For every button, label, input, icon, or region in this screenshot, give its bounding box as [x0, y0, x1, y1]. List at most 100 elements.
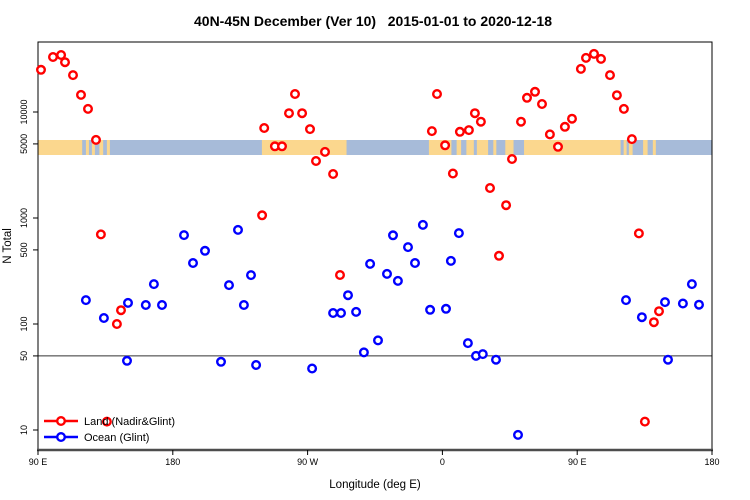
band-land-segment [652, 140, 656, 155]
band-land-segment [85, 140, 89, 155]
data-point-ocean [660, 297, 671, 308]
data-point-ocean [140, 300, 151, 311]
band-land-segment [643, 140, 648, 155]
data-point-land [440, 140, 451, 151]
data-point-ocean [98, 313, 109, 324]
legend-label-ocean: Ocean (Glint) [84, 432, 149, 444]
data-point-ocean [410, 258, 421, 269]
data-point-land [485, 182, 496, 193]
data-point-land [257, 210, 268, 221]
data-point-ocean [425, 304, 436, 315]
data-point-ocean [358, 347, 369, 358]
data-point-land [494, 250, 505, 261]
data-point-ocean [148, 279, 159, 290]
data-point-land [290, 88, 301, 99]
legend-label-land: Land (Nadir&Glint) [84, 416, 175, 428]
band-land-segment [476, 140, 489, 155]
data-point-land [297, 108, 308, 119]
data-point-ocean [677, 298, 688, 309]
band-land-segment [628, 140, 633, 155]
data-point-land [115, 305, 126, 316]
data-point-ocean [251, 360, 262, 371]
data-point-land [611, 90, 622, 101]
data-point-land [48, 52, 59, 63]
data-point-land [284, 108, 295, 119]
data-point-land [516, 116, 527, 127]
data-point-land [335, 270, 346, 281]
data-point-ocean [403, 242, 414, 253]
y-tick-label: 50 [19, 351, 29, 361]
data-point-land [432, 88, 443, 99]
y-tick-label: 10000 [19, 99, 29, 124]
data-point-ocean [215, 356, 226, 367]
data-point-land [277, 141, 288, 152]
band-land-segment [91, 140, 95, 155]
data-point-ocean [392, 275, 403, 286]
y-tick-label: 5000 [19, 134, 29, 154]
data-point-ocean [694, 299, 705, 310]
data-point-land [618, 103, 629, 114]
data-point-ocean [365, 258, 376, 269]
data-point-ocean [238, 300, 249, 311]
data-point-ocean [417, 219, 428, 230]
x-tick-label: 0 [440, 457, 445, 467]
data-point-ocean [187, 258, 198, 269]
data-point-land [328, 168, 339, 179]
data-point-ocean [156, 300, 167, 311]
data-point-land [507, 153, 518, 164]
data-point-land [56, 50, 67, 61]
x-tick-label: 90 E [29, 457, 48, 467]
y-tick-label: 10 [19, 425, 29, 435]
data-point-land [530, 86, 541, 97]
data-point-land [575, 63, 586, 74]
data-point-land [111, 319, 122, 330]
legend-land-marker-icon [56, 416, 67, 427]
axes-frame-and-ticks: 90 E 180 90 W 0 90 E 180 10 50 100 500 1000 5000 100… [19, 41, 720, 467]
band-land-segment [106, 140, 110, 155]
data-point-ocean [223, 280, 234, 291]
data-point-land [553, 141, 564, 152]
plot-frame [37, 41, 713, 451]
data-point-ocean [307, 363, 318, 374]
data-point-ocean [453, 228, 464, 239]
band-land-segment [623, 140, 627, 155]
data-point-ocean [686, 279, 697, 290]
data-point-land [259, 122, 270, 133]
data-point-ocean [513, 429, 524, 440]
data-point-ocean [336, 308, 347, 319]
data-point-land [82, 103, 93, 114]
data-point-ocean [245, 270, 256, 281]
data-point-ocean [621, 295, 632, 306]
data-points [36, 48, 705, 440]
data-point-ocean [232, 224, 243, 235]
legend-ocean-marker-icon [56, 432, 67, 443]
data-point-land [60, 57, 71, 68]
y-tick-label: 100 [19, 316, 29, 331]
data-point-land [101, 416, 112, 427]
chart-title: 40N-45N December (Ver 10) 2015-01-01 to … [194, 13, 552, 29]
data-point-ocean [373, 335, 384, 346]
data-point-land [654, 306, 665, 317]
data-point-land [320, 146, 331, 157]
data-point-land [626, 134, 637, 145]
data-point-ocean [80, 295, 91, 306]
data-point-ocean [477, 349, 488, 360]
data-point-ocean [663, 354, 674, 365]
x-tick-label: 90 W [297, 457, 319, 467]
data-point-ocean [178, 230, 189, 241]
data-point-land [605, 70, 616, 81]
band-land-segment [466, 140, 474, 155]
data-point-land [426, 126, 437, 137]
data-point-ocean [343, 290, 354, 301]
data-point-ocean [122, 297, 133, 308]
band-land-segment [505, 140, 514, 155]
data-point-land [501, 200, 512, 211]
data-point-land [475, 116, 486, 127]
data-point-land [469, 108, 480, 119]
data-point-land [596, 53, 607, 64]
data-point-ocean [328, 308, 339, 319]
data-point-land [447, 168, 458, 179]
data-point-ocean [636, 312, 647, 323]
data-point-land [639, 416, 650, 427]
data-point-land [90, 134, 101, 145]
